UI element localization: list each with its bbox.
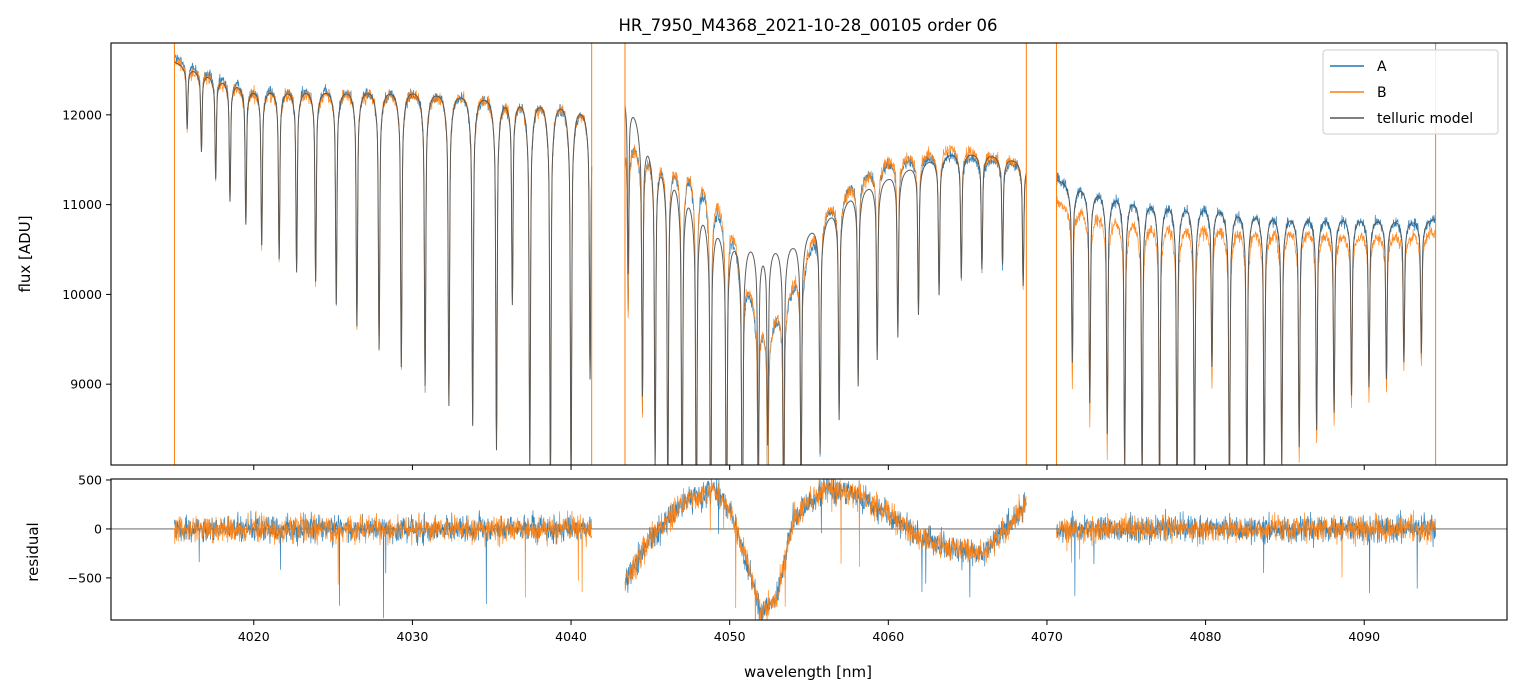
top-yticks-label-2: 11000 xyxy=(62,197,102,212)
top-yticks-label-0: 9000 xyxy=(70,377,102,392)
flux-panel: 9000 10000 11000 12000 flux [ADU] A B tellu… xyxy=(16,42,1508,470)
residual-panel: 500 0 −500 4020 4030 4040 4050 4060 4070 4080 409… xyxy=(24,472,1508,681)
legend: A B telluric model xyxy=(1322,49,1499,135)
x-axis-label: wavelength [nm] xyxy=(744,663,872,681)
flux-plot-area xyxy=(173,43,1437,465)
bot-xticks-label-0: 4020 xyxy=(238,629,270,644)
legend-label-b: B xyxy=(1377,85,1387,101)
flux-series-model-segment-1 xyxy=(624,104,1027,465)
bot-xticks-label-2: 4040 xyxy=(555,629,587,644)
bot-xticks-label-7: 4090 xyxy=(1348,629,1380,644)
residual-series-b-segment-0 xyxy=(174,510,593,598)
legend-box xyxy=(1322,49,1499,135)
top-yticks-label-3: 12000 xyxy=(62,107,102,122)
bot-yticks-label-1: 0 xyxy=(94,521,102,536)
bot-xticks-label-1: 4030 xyxy=(397,629,429,644)
bot-xticks-label-6: 4080 xyxy=(1190,629,1222,644)
chart-title: HR_7950_M4368_2021-10-28_00105 order 06 xyxy=(619,16,998,36)
flux-series-model-segment-2 xyxy=(1056,179,1436,465)
legend-label-telluric: telluric model xyxy=(1377,111,1473,127)
residual-x-ticks: 4020 4030 4040 4050 4060 4070 4080 4090 xyxy=(238,620,1380,644)
flux-series-model-segment-0 xyxy=(174,61,593,465)
residual-series-b-segment-2 xyxy=(1056,510,1436,578)
bot-xticks-label-3: 4050 xyxy=(714,629,746,644)
legend-label-a: A xyxy=(1377,59,1387,75)
bot-xticks-label-4: 4060 xyxy=(872,629,904,644)
residual-series-b-segment-1 xyxy=(624,479,1027,620)
flux-series-data-b-segment-1 xyxy=(624,144,1027,465)
residual-y-ticks: 500 0 −500 xyxy=(68,472,111,585)
flux-y-ticks: 9000 10000 11000 12000 xyxy=(62,107,111,392)
bot-xticks-label-5: 4070 xyxy=(1031,629,1063,644)
residual-plot-area xyxy=(111,479,1507,620)
flux-y-label: flux [ADU] xyxy=(16,215,34,292)
bot-yticks-label-0: 500 xyxy=(78,472,102,487)
bot-yticks-label-2: −500 xyxy=(68,570,102,585)
residual-axes-frame xyxy=(110,478,1508,621)
flux-axes-frame xyxy=(110,42,1508,466)
flux-x-ticks xyxy=(253,465,1365,470)
residual-y-label: residual xyxy=(24,522,42,581)
top-yticks-label-1: 10000 xyxy=(62,287,102,302)
